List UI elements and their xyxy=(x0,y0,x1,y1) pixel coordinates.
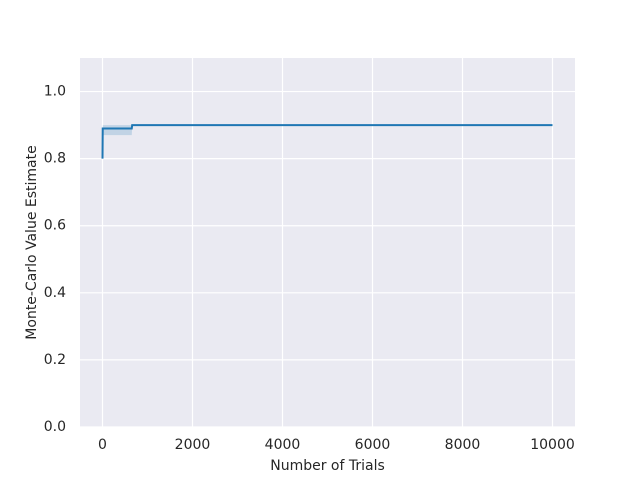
y-tick-label: 0.6 xyxy=(44,218,66,234)
line xyxy=(101,124,553,159)
x-tick-label: 8000 xyxy=(445,437,481,453)
marks xyxy=(101,124,553,159)
plot-area xyxy=(80,58,575,427)
x-tick-label: 10000 xyxy=(530,437,575,453)
y-axis-label: Monte-Carlo Value Estimate xyxy=(24,145,40,339)
x-tick-label: 6000 xyxy=(355,437,391,453)
x-tick-label: 0 xyxy=(98,437,107,453)
x-axis-label: Number of Trials xyxy=(270,458,385,474)
x-tick-label: 2000 xyxy=(175,437,211,453)
grid xyxy=(80,58,575,428)
y-tick-label: 0.0 xyxy=(44,419,66,435)
y-tick-label: 1.0 xyxy=(44,84,66,100)
y-tick-label: 0.4 xyxy=(44,285,66,301)
x-tick-label: 4000 xyxy=(265,437,301,453)
y-tick-label: 0.2 xyxy=(44,352,66,368)
y-tick-label: 0.8 xyxy=(44,151,66,167)
